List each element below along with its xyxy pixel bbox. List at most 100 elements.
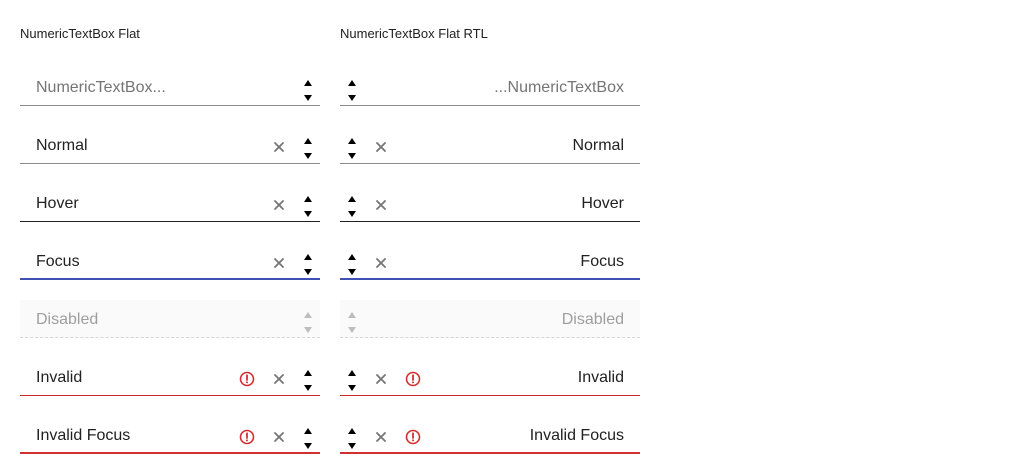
caret-up-icon xyxy=(348,253,356,260)
increment-button[interactable] xyxy=(296,423,320,438)
numeric-textbox-invalid-focus[interactable]: Invalid Focus xyxy=(20,416,320,454)
decrement-button[interactable] xyxy=(340,380,364,395)
close-icon xyxy=(274,258,284,268)
decrement-button[interactable] xyxy=(296,90,320,105)
numeric-textbox-placeholder[interactable]: NumericTextBox... xyxy=(20,68,320,106)
caret-down-icon xyxy=(304,326,312,333)
exclamation-circle-icon xyxy=(405,371,421,387)
spinner-buttons xyxy=(340,191,364,221)
increment-button[interactable] xyxy=(340,423,364,438)
exclamation-circle-icon xyxy=(239,371,255,387)
numeric-textbox-rtl-disabled: Disabled xyxy=(340,300,640,338)
clear-button[interactable] xyxy=(270,138,288,156)
decrement-button[interactable] xyxy=(296,380,320,395)
increment-button[interactable] xyxy=(340,249,364,264)
caret-up-icon xyxy=(348,427,356,434)
caret-down-icon xyxy=(348,268,356,275)
error-indicator xyxy=(404,428,422,446)
numeric-textbox-rtl-placeholder[interactable]: ...NumericTextBox xyxy=(340,68,640,106)
decrement-button[interactable] xyxy=(296,438,320,453)
decrement-button xyxy=(340,322,364,337)
decrement-button[interactable] xyxy=(296,148,320,163)
spinner-buttons xyxy=(340,133,364,163)
numeric-textbox-rtl-invalid-focus[interactable]: Invalid Focus xyxy=(340,416,640,454)
numeric-textbox-normal[interactable]: Normal xyxy=(20,126,320,164)
clear-button[interactable] xyxy=(270,370,288,388)
decrement-button[interactable] xyxy=(296,264,320,279)
spinner-buttons xyxy=(340,365,364,395)
spinner-buttons xyxy=(340,423,364,453)
decrement-button[interactable] xyxy=(340,90,364,105)
clear-button[interactable] xyxy=(372,196,390,214)
clear-button[interactable] xyxy=(270,428,288,446)
close-icon xyxy=(274,200,284,210)
decrement-button[interactable] xyxy=(340,206,364,221)
clear-button[interactable] xyxy=(372,254,390,272)
increment-button[interactable] xyxy=(340,133,364,148)
caret-up-icon xyxy=(304,195,312,202)
decrement-button[interactable] xyxy=(340,264,364,279)
caret-down-icon xyxy=(304,384,312,391)
decrement-button[interactable] xyxy=(340,438,364,453)
caret-up-icon xyxy=(304,311,312,318)
numeric-textbox-rtl-invalid[interactable]: Invalid xyxy=(340,358,640,396)
increment-button[interactable] xyxy=(296,365,320,380)
caret-up-icon xyxy=(304,253,312,260)
spinner-buttons xyxy=(340,307,364,337)
clear-button[interactable] xyxy=(270,254,288,272)
caret-up-icon xyxy=(304,427,312,434)
placeholder-text: NumericTextBox... xyxy=(36,79,166,96)
value-text: Normal xyxy=(36,137,88,154)
increment-button[interactable] xyxy=(340,75,364,90)
close-icon xyxy=(274,142,284,152)
exclamation-circle-icon xyxy=(239,429,255,445)
value-text: Hover xyxy=(36,195,79,212)
increment-button[interactable] xyxy=(340,191,364,206)
exclamation-circle-icon xyxy=(405,429,421,445)
caret-up-icon xyxy=(304,369,312,376)
caret-down-icon xyxy=(348,152,356,159)
numeric-textbox-invalid[interactable]: Invalid xyxy=(20,358,320,396)
caret-down-icon xyxy=(304,268,312,275)
increment-button xyxy=(340,307,364,322)
decrement-button[interactable] xyxy=(296,206,320,221)
increment-button[interactable] xyxy=(296,75,320,90)
increment-button[interactable] xyxy=(296,249,320,264)
column-title: NumericTextBox Flat xyxy=(20,26,140,41)
clear-button[interactable] xyxy=(372,370,390,388)
increment-button xyxy=(296,307,320,322)
close-icon xyxy=(274,432,284,442)
caret-down-icon xyxy=(348,384,356,391)
numeric-textbox-focus[interactable]: Focus xyxy=(20,242,320,280)
error-indicator xyxy=(238,370,256,388)
clear-button[interactable] xyxy=(372,428,390,446)
placeholder-text: ...NumericTextBox xyxy=(494,79,624,96)
caret-down-icon xyxy=(304,210,312,217)
caret-up-icon xyxy=(348,137,356,144)
value-text: Focus xyxy=(36,253,80,270)
increment-button[interactable] xyxy=(296,133,320,148)
caret-up-icon xyxy=(304,137,312,144)
increment-button[interactable] xyxy=(296,191,320,206)
caret-up-icon xyxy=(348,369,356,376)
clear-button[interactable] xyxy=(372,138,390,156)
numeric-textbox-rtl-focus[interactable]: Focus xyxy=(340,242,640,280)
close-icon xyxy=(376,200,386,210)
increment-button[interactable] xyxy=(340,365,364,380)
close-icon xyxy=(376,432,386,442)
decrement-button[interactable] xyxy=(340,148,364,163)
numeric-textbox-rtl-normal[interactable]: Normal xyxy=(340,126,640,164)
error-indicator xyxy=(404,370,422,388)
numeric-textbox-hover[interactable]: Hover xyxy=(20,184,320,222)
value-text: Focus xyxy=(580,253,624,270)
numeric-textbox-rtl-hover[interactable]: Hover xyxy=(340,184,640,222)
caret-down-icon xyxy=(348,94,356,101)
clear-button[interactable] xyxy=(270,196,288,214)
caret-up-icon xyxy=(304,79,312,86)
close-icon xyxy=(376,374,386,384)
numeric-textbox-disabled: Disabled xyxy=(20,300,320,338)
caret-down-icon xyxy=(304,442,312,449)
error-indicator xyxy=(238,428,256,446)
spinner-buttons xyxy=(296,191,320,221)
caret-down-icon xyxy=(304,94,312,101)
